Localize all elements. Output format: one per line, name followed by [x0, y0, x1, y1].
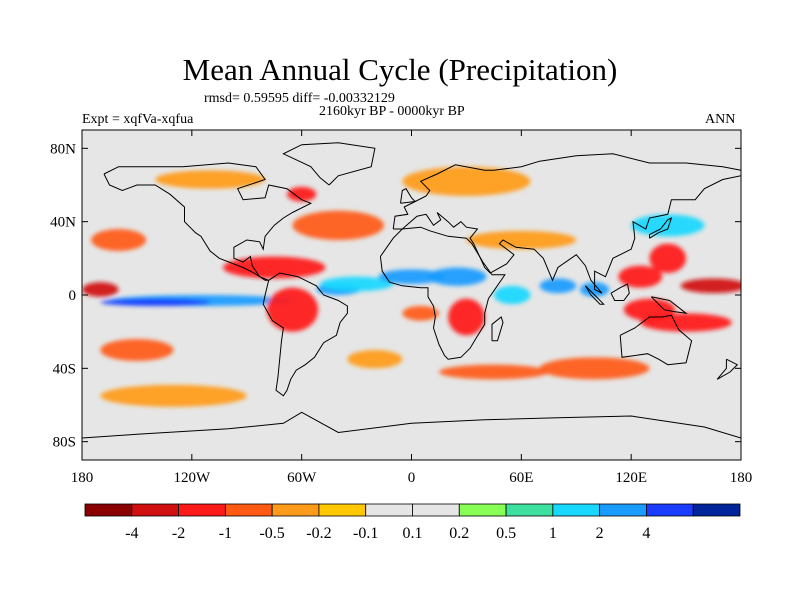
- anomaly-region-3: [100, 298, 211, 307]
- x-tick-label: 180: [71, 470, 94, 486]
- anomaly-region-13: [539, 278, 577, 294]
- anomaly-region-11: [402, 306, 439, 321]
- colorbar-swatch: [458, 503, 507, 517]
- anomaly-region-24: [100, 384, 247, 407]
- anomaly-region-12: [493, 285, 531, 305]
- season-label: ANN: [705, 112, 736, 127]
- x-tick-label: 60W: [287, 470, 317, 486]
- colorbar-label: -0.1: [353, 525, 378, 542]
- anomaly-region-18: [649, 243, 687, 273]
- coastline-madagascar: [491, 316, 504, 342]
- x-tick-label: 0: [408, 470, 416, 486]
- colorbar-label: 2: [596, 525, 604, 542]
- y-tick-label: 80S: [53, 435, 76, 451]
- anomaly-field: [82, 166, 741, 407]
- colorbar-swatch: [412, 503, 460, 517]
- coastlines: [82, 142, 741, 439]
- coastline-eurasia: [392, 153, 741, 294]
- coastline-south-america: [262, 272, 348, 397]
- anomaly-region-28: [402, 166, 531, 196]
- anomaly-region-29: [155, 170, 266, 189]
- chart-title: Mean Annual Cycle (Precipitation): [182, 52, 618, 87]
- coastline-sumatra: [584, 285, 605, 305]
- coastline-north-america: [103, 162, 313, 281]
- colorbar-swatch: [599, 503, 647, 517]
- experiment-label: Expt = xqfVa-xqfua: [82, 112, 194, 127]
- colorbar-swatch: [552, 503, 601, 517]
- colorbar-swatch: [365, 503, 413, 517]
- anomaly-region-1: [82, 282, 119, 297]
- x-tick-label: 120W: [173, 470, 211, 486]
- colorbar-swatch: [178, 503, 226, 517]
- colorbar-swatch: [224, 503, 273, 517]
- x-axis: 180 120W 60W 0 60E 120E 180: [71, 130, 753, 486]
- x-tick-label: 60E: [509, 470, 533, 486]
- x-tick-label: 180: [730, 470, 753, 486]
- colorbar: -4 -2 -1 -0.5 -0.2 -0.1 0.1 0.2 0.5 1 2 4: [84, 503, 741, 542]
- colorbar-label: 4: [642, 525, 650, 542]
- y-tick-label: 80N: [50, 141, 76, 157]
- x-tick-label: 120E: [615, 470, 647, 486]
- anomaly-region-0: [680, 278, 741, 294]
- colorbar-label: 0.1: [403, 525, 423, 542]
- colorbar-swatch: [692, 503, 741, 517]
- stats-label: rmsd= 0.59595 diff= -0.00332129: [204, 91, 395, 106]
- anomaly-region-20: [91, 229, 147, 251]
- anomaly-region-26: [539, 357, 650, 380]
- y-tick-label: 40S: [53, 361, 76, 377]
- y-tick-label: 0: [69, 288, 77, 304]
- colorbar-swatch: [505, 503, 554, 517]
- coastline-antarctica: [82, 411, 741, 439]
- colorbar-label: -1: [219, 525, 232, 542]
- coastline-uk: [400, 188, 417, 204]
- coastline-new-zealand: [716, 358, 739, 380]
- anomaly-region-10: [448, 298, 485, 336]
- anomaly-region-22: [287, 186, 317, 202]
- anomaly-region-9: [427, 267, 487, 286]
- colorbar-label: 0.2: [449, 525, 469, 542]
- colorbar-swatch: [318, 503, 367, 517]
- colorbar-label: -4: [125, 525, 138, 542]
- colorbar-label: -0.2: [306, 525, 331, 542]
- anomaly-region-5: [222, 256, 326, 279]
- anomaly-region-7: [319, 276, 394, 292]
- anomaly-region-19: [631, 214, 705, 237]
- colorbar-label: 1: [549, 525, 557, 542]
- colorbar-label: -2: [172, 525, 185, 542]
- colorbar-label: 0.5: [496, 525, 516, 542]
- anomaly-region-30: [347, 350, 403, 369]
- anomaly-region-17: [640, 313, 732, 332]
- coastline-greenland: [282, 142, 376, 186]
- anomaly-region-25: [438, 364, 549, 380]
- coastline-africa: [379, 226, 506, 360]
- colorbar-swatch: [646, 503, 694, 517]
- coastline-borneo: [610, 283, 630, 301]
- colorbar-swatch: [84, 503, 133, 517]
- anomaly-region-27: [466, 230, 577, 250]
- colorbar-swatch: [271, 503, 320, 517]
- anomaly-region-21: [292, 210, 385, 240]
- colorbar-swatch: [131, 503, 179, 517]
- y-axis: 80N 40N 0 40S 80S: [50, 141, 741, 451]
- coastline-australia: [619, 314, 693, 366]
- anomaly-region-15: [618, 265, 663, 288]
- colorbar-label: -0.5: [259, 525, 284, 542]
- anomaly-region-8: [378, 269, 445, 284]
- coastline-new-guinea: [650, 296, 688, 315]
- period-label: 2160kyr BP - 0000kyr BP: [319, 104, 465, 119]
- y-tick-label: 40N: [50, 215, 76, 231]
- anomaly-region-4: [266, 287, 319, 332]
- coastline-japan: [649, 217, 673, 239]
- anomaly-region-23: [100, 339, 174, 361]
